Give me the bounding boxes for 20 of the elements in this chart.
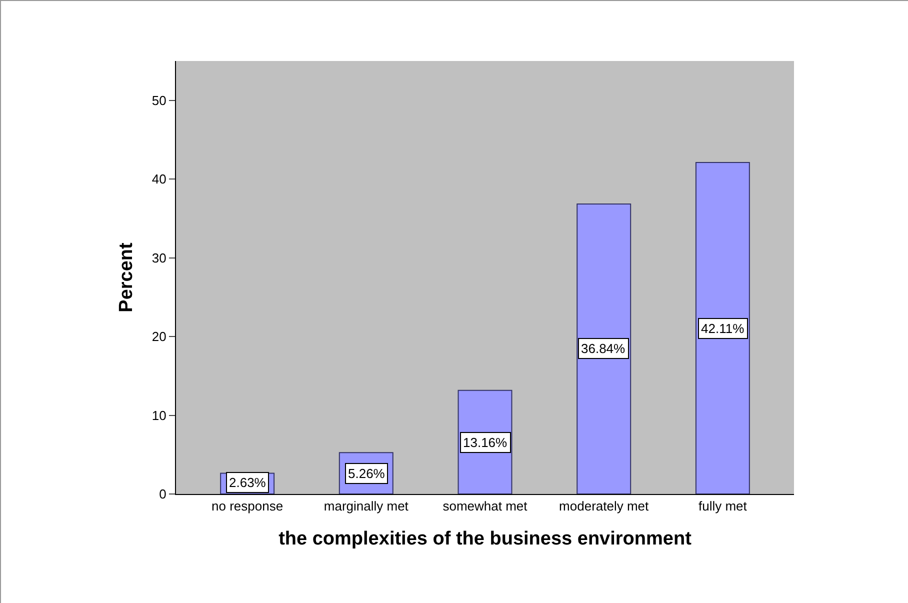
y-tick-label: 30 [152,250,166,266]
data-label: 2.63% [229,475,266,490]
y-tick-label: 50 [152,92,166,108]
bar [695,162,750,494]
x-tick-label: somewhat met [442,498,528,514]
data-label: 5.26% [348,466,386,481]
x-tick-label: marginally met [324,498,409,514]
y-tick-label: 20 [152,329,166,344]
x-tick-label: moderately met [559,498,650,514]
y-axis-title: Percent [116,242,137,312]
data-label: 36.84% [581,341,626,356]
x-tick-label: no response [212,498,284,514]
y-tick-label: 10 [152,408,166,423]
bar [576,203,632,494]
data-label: 13.16% [463,435,508,450]
x-tick-label: fully met [698,498,748,514]
data-label: 42.11% [701,321,745,336]
y-tick-label: 0 [159,486,166,502]
y-tick-label: 40 [152,172,166,187]
x-axis-title: the complexities of the business environment [278,528,692,550]
